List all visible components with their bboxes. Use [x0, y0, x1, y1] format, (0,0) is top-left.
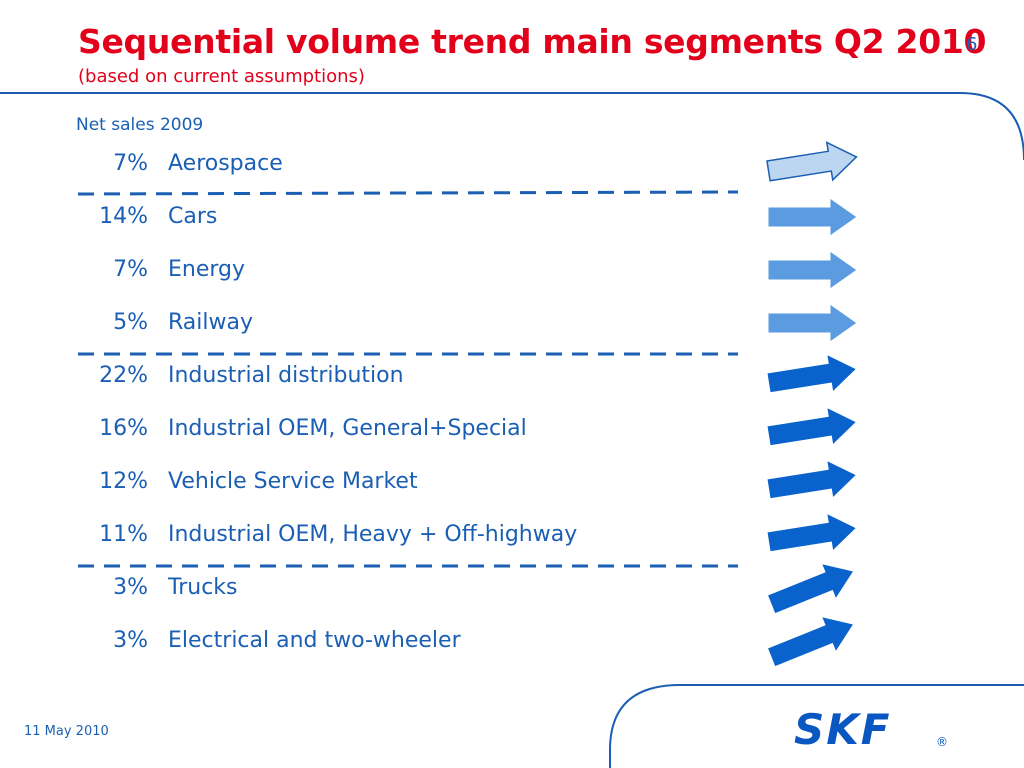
segment-share: 3% — [113, 575, 148, 600]
slide-title: Sequential volume trend main segments Q2… — [78, 22, 987, 61]
segment-name: Trucks — [168, 575, 238, 600]
slide-subtitle: (based on current assumptions) — [78, 66, 365, 87]
trend-arrow-icon — [766, 141, 858, 182]
segment-row: 12% Vehicle Service Market — [0, 465, 740, 499]
trend-arrow-icon — [767, 197, 858, 237]
segment-name: Cars — [168, 204, 218, 229]
footer-date: 11 May 2010 — [24, 724, 109, 739]
segment-name: Industrial OEM, Heavy + Off-highway — [168, 522, 578, 547]
segment-name: Energy — [168, 257, 246, 282]
segment-name: Industrial distribution — [168, 363, 404, 388]
logo-wordmark: SKF — [794, 708, 892, 752]
segment-name: Industrial OEM, General+Special — [168, 416, 527, 441]
page-number: 6 — [966, 34, 978, 55]
bottom-frame-line — [609, 684, 1024, 768]
segment-row: 16% Industrial OEM, General+Special — [0, 412, 740, 446]
trend-arrow-icon — [766, 406, 858, 447]
segment-share: 7% — [113, 151, 148, 176]
segment-name: Vehicle Service Market — [168, 469, 418, 494]
segment-share: 11% — [99, 522, 148, 547]
trend-arrow-icon — [766, 562, 855, 615]
segment-name: Railway — [168, 310, 254, 335]
segment-row: 14% Cars — [0, 200, 740, 234]
segment-share: 22% — [99, 363, 148, 388]
segment-row: 3% Electrical and two-wheeler — [0, 624, 740, 658]
segment-row: 7% Energy — [0, 253, 740, 287]
segment-share: 12% — [99, 469, 148, 494]
segment-share: 5% — [113, 310, 148, 335]
segment-share: 3% — [113, 628, 148, 653]
segment-share: 7% — [113, 257, 148, 282]
segment-name: Electrical and two-wheeler — [168, 628, 461, 653]
segment-row: 7% Aerospace — [0, 147, 740, 181]
segment-row: 5% Railway — [0, 306, 740, 340]
segment-name: Aerospace — [168, 151, 283, 176]
divider-line — [77, 190, 739, 196]
segment-row: 11% Industrial OEM, Heavy + Off-highway — [0, 518, 740, 552]
registered-mark: ® — [936, 735, 948, 749]
trend-arrow-icon — [766, 512, 858, 553]
segment-share: 14% — [99, 204, 148, 229]
trend-arrow-icon — [767, 303, 858, 343]
segment-row: 3% Trucks — [0, 571, 740, 605]
trend-arrow-icon — [766, 615, 855, 668]
top-frame-line — [0, 92, 1024, 161]
trend-arrow-icon — [767, 250, 858, 290]
trend-arrow-icon — [766, 353, 858, 394]
skf-logo: SKF ® — [794, 708, 948, 752]
column-header: Net sales 2009 — [76, 115, 204, 135]
segment-share: 16% — [99, 416, 148, 441]
trend-arrow-icon — [766, 459, 858, 500]
segment-row: 22% Industrial distribution — [0, 359, 740, 393]
